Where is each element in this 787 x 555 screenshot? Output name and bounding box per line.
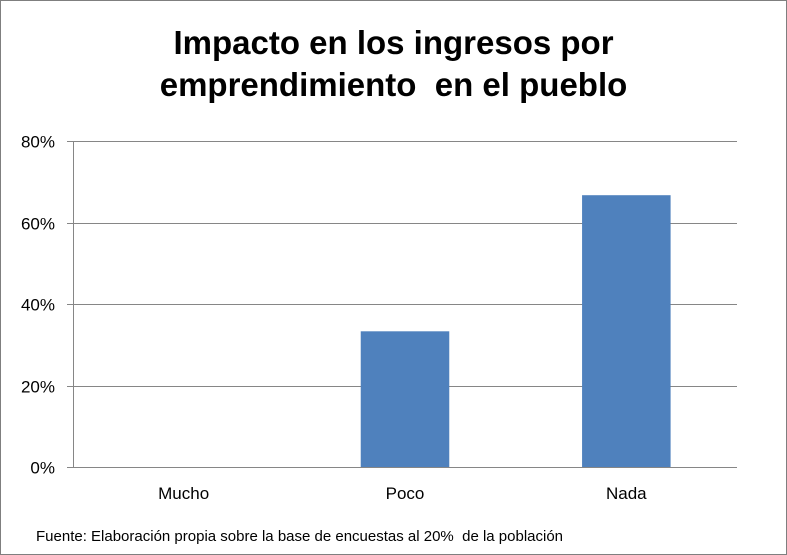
y-tick-label: 60%: [21, 215, 55, 234]
bar: [582, 195, 671, 467]
x-axis: Mucho Poco Nada: [73, 467, 737, 503]
chart-title: Impacto en los ingresos por emprendimien…: [0, 22, 787, 106]
x-tick-label: Mucho: [158, 484, 209, 503]
x-tick-label: Poco: [386, 484, 425, 503]
y-tick-label: 80%: [21, 133, 55, 152]
chart-title-line-1: Impacto en los ingresos por: [173, 24, 614, 61]
y-axis: 0% 20% 40% 60% 80%: [21, 133, 74, 478]
x-tick-label: Nada: [606, 484, 647, 503]
bars: [360, 195, 671, 467]
bar: [360, 331, 450, 467]
source-note: Fuente: Elaboración propia sobre la base…: [36, 528, 564, 545]
y-tick-label: 20%: [21, 378, 55, 397]
y-tick-label: 40%: [21, 296, 55, 315]
y-tick-label: 0%: [30, 459, 55, 478]
chart-title-line-2: emprendimiento en el pueblo: [159, 66, 628, 103]
